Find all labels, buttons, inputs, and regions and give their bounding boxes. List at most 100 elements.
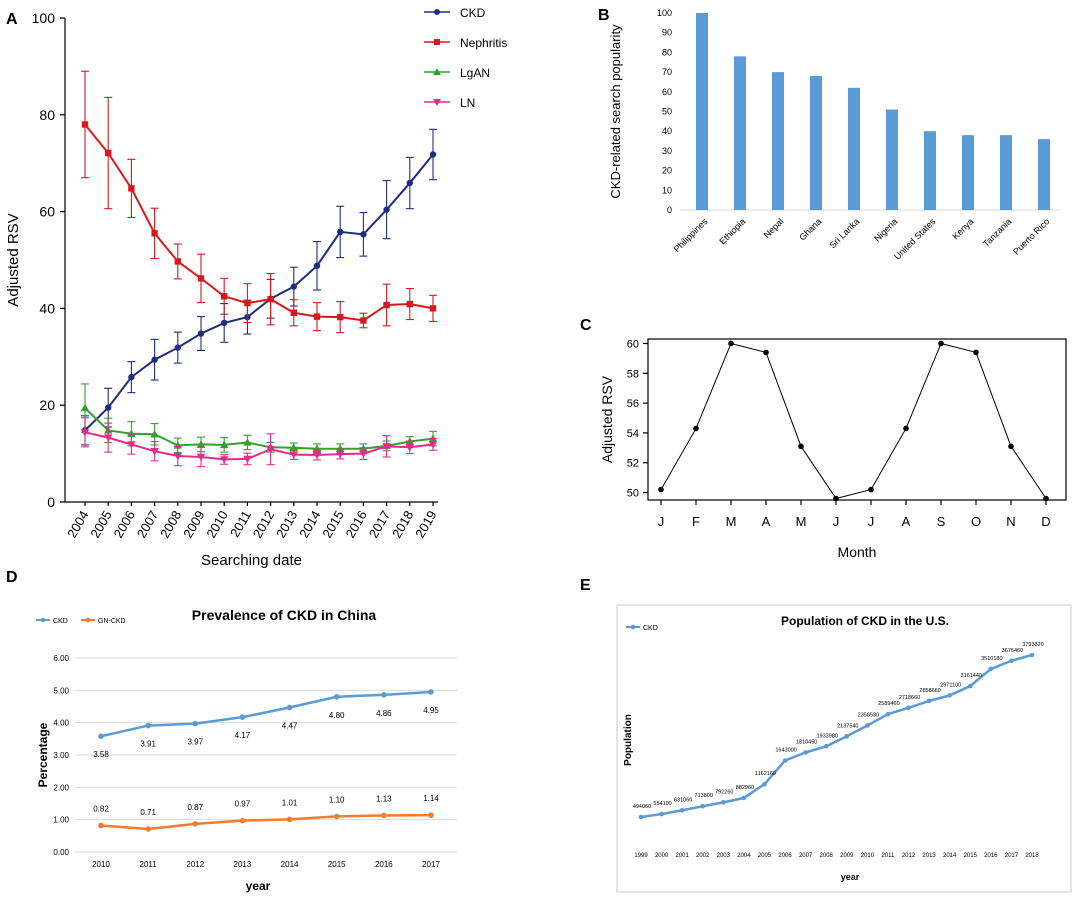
a-y-tick-label: 80 bbox=[39, 107, 55, 123]
d-series-line bbox=[100, 813, 432, 831]
d-data-point bbox=[428, 812, 434, 818]
a-data-point bbox=[197, 330, 205, 337]
a-data-point bbox=[290, 283, 297, 290]
e-data-label: 1810450 bbox=[796, 739, 817, 745]
b-bar bbox=[886, 109, 898, 210]
d-y-tick-label: 6.00 bbox=[53, 654, 69, 663]
d-y-tick-label: 3.00 bbox=[53, 751, 69, 760]
a-data-point bbox=[359, 450, 368, 458]
a-data-point bbox=[127, 441, 136, 449]
c-x-tick-label: J bbox=[833, 514, 840, 529]
c-x-tick-label: N bbox=[1006, 514, 1015, 529]
e-data-point bbox=[906, 705, 911, 711]
b-x-tick-label: Nigeria bbox=[872, 216, 899, 243]
e-data-label: 631060 bbox=[674, 797, 692, 803]
a-x-tick-label: 2009 bbox=[180, 508, 207, 541]
e-data-point bbox=[1029, 652, 1035, 658]
a-data-point bbox=[243, 438, 252, 446]
a-data-point bbox=[405, 444, 414, 452]
d-legend-marker bbox=[85, 617, 91, 623]
c-x-axis-title: Month bbox=[838, 544, 877, 560]
c-data-point bbox=[728, 340, 734, 347]
a-data-point bbox=[428, 441, 438, 449]
a-data-point bbox=[173, 452, 182, 461]
e-x-tick-label: 2000 bbox=[655, 853, 669, 859]
c-x-tick-label: A bbox=[902, 514, 911, 529]
e-data-point bbox=[885, 711, 891, 717]
a-legend-marker bbox=[433, 68, 441, 75]
a-legend-label: LgAN bbox=[460, 66, 490, 80]
e-data-label: 3510180 bbox=[981, 656, 1002, 662]
a-series-nephritis bbox=[81, 70, 437, 334]
a-series-line bbox=[84, 123, 434, 322]
b-x-tick-label: United States bbox=[892, 216, 938, 262]
c-y-tick-label: 54 bbox=[627, 428, 639, 440]
a-data-point bbox=[313, 313, 321, 320]
a-x-tick-label: 2004 bbox=[64, 508, 91, 541]
a-x-tick-label: 2013 bbox=[273, 508, 300, 541]
c-y-tick-label: 50 bbox=[627, 488, 639, 500]
d-data-label: 1.01 bbox=[282, 798, 298, 807]
a-data-point bbox=[196, 440, 206, 448]
d-data-point bbox=[239, 714, 246, 720]
d-data-point bbox=[428, 689, 434, 695]
d-x-tick-label: 2017 bbox=[422, 860, 440, 869]
d-data-point bbox=[145, 826, 151, 832]
b-y-tick-label: 90 bbox=[662, 28, 672, 38]
e-y-axis-title: Population bbox=[623, 714, 634, 766]
d-y-tick-label: 4.00 bbox=[53, 719, 69, 728]
e-data-label: 1162160 bbox=[755, 771, 776, 777]
c-x-tick-label: M bbox=[796, 514, 807, 529]
a-x-tick-label: 2006 bbox=[111, 508, 138, 541]
d-data-label: 0.82 bbox=[93, 804, 109, 813]
a-data-point bbox=[313, 262, 321, 270]
d-data-label: 3.58 bbox=[93, 750, 109, 759]
d-data-label: 4.17 bbox=[235, 731, 251, 740]
a-data-point bbox=[81, 121, 89, 128]
d-x-tick-label: 2013 bbox=[234, 860, 252, 869]
a-data-point bbox=[80, 403, 90, 412]
a-series-ln bbox=[80, 417, 438, 468]
c-x-tick-label: S bbox=[937, 514, 946, 529]
b-x-tick-label: Sri Lanka bbox=[827, 216, 861, 250]
e-data-point bbox=[803, 750, 808, 755]
e-x-tick-label: 2005 bbox=[758, 853, 772, 859]
b-bar bbox=[1000, 135, 1012, 210]
chart-a-ckd-rsv: 0 20 40 60 80 100 2004200520062007200820092010… bbox=[5, 6, 507, 569]
panel-label-a: A bbox=[6, 11, 18, 28]
d-x-axis-title: year bbox=[246, 879, 271, 893]
a-data-point bbox=[429, 305, 437, 312]
e-data-point bbox=[844, 734, 850, 739]
d-data-point bbox=[381, 692, 387, 698]
a-data-point bbox=[336, 444, 345, 452]
c-x-tick-label: A bbox=[762, 514, 771, 529]
b-bar bbox=[734, 56, 746, 211]
e-data-point bbox=[967, 683, 973, 689]
e-legend-marker bbox=[630, 624, 636, 630]
a-data-point bbox=[80, 429, 90, 437]
panel-label-c: C bbox=[580, 317, 592, 334]
d-data-label: 4.95 bbox=[423, 706, 439, 715]
d-x-tick-label: 2010 bbox=[92, 860, 110, 869]
e-x-tick-label: 2017 bbox=[1005, 853, 1019, 859]
d-legend-marker bbox=[40, 617, 46, 623]
c-x-tick-label: O bbox=[971, 514, 981, 529]
e-data-point bbox=[1009, 658, 1014, 664]
e-x-axis-title: year bbox=[841, 872, 860, 882]
d-data-point bbox=[98, 822, 104, 829]
a-x-tick-label: 2019 bbox=[412, 508, 439, 541]
c-y-tick-label: 58 bbox=[627, 368, 639, 380]
c-data-point bbox=[763, 349, 769, 356]
b-bar bbox=[962, 135, 974, 210]
b-x-tick-label: Tanzania bbox=[981, 216, 1014, 249]
e-data-point bbox=[679, 807, 685, 813]
c-data-point bbox=[868, 486, 874, 493]
a-data-point bbox=[150, 430, 159, 438]
d-data-point bbox=[192, 821, 199, 827]
a-series-line bbox=[84, 153, 434, 432]
a-x-tick-label: 2014 bbox=[296, 508, 323, 541]
a-data-point bbox=[174, 258, 181, 265]
a-data-point bbox=[151, 356, 158, 363]
d-data-label: 4.47 bbox=[282, 721, 298, 730]
b-y-tick-label: 10 bbox=[662, 185, 672, 195]
